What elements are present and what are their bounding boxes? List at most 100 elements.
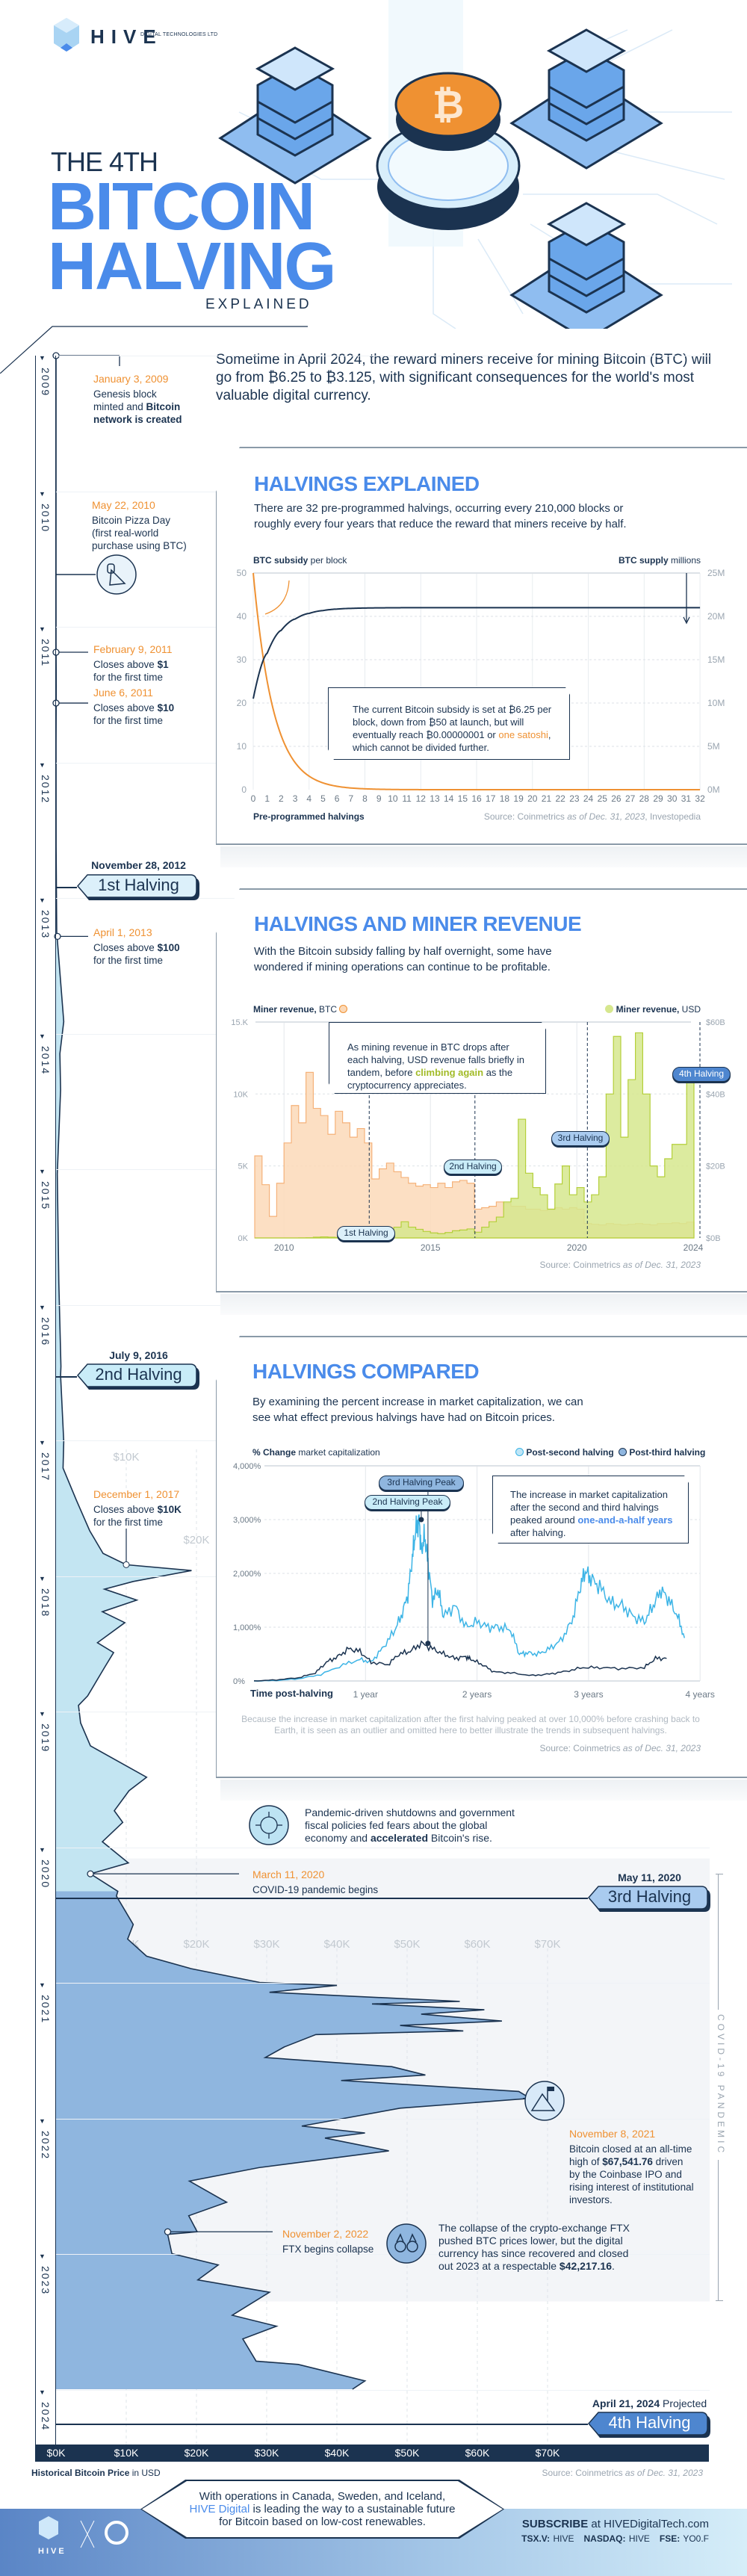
x-axis-label: Pre-programmed halvings bbox=[253, 811, 365, 822]
year-label: 2009 bbox=[40, 368, 52, 397]
year-marker-icon: ▼ bbox=[39, 1981, 46, 1989]
y-tick-label: 0 bbox=[241, 784, 247, 795]
binoculars-icon bbox=[386, 2223, 427, 2264]
price-source: Source: Coinmetrics as of Dec. 31, 2023 bbox=[542, 2468, 703, 2478]
year-marker-icon: ▼ bbox=[39, 1845, 46, 1854]
card-title: HALVINGS AND MINER REVENUE bbox=[254, 912, 582, 935]
price-area-pre-third-halving bbox=[56, 356, 192, 1896]
svg-text:₿: ₿ bbox=[433, 84, 464, 127]
x-tick-label: 17 bbox=[486, 793, 496, 804]
subsidy-line bbox=[252, 572, 701, 790]
event-ftx: November 2, 2022 FTX begins collapse bbox=[282, 2228, 374, 2255]
x-tick-label: 15 bbox=[458, 793, 468, 804]
year-label: 2012 bbox=[40, 774, 52, 804]
svg-text:HIVE: HIVE bbox=[38, 2547, 66, 2556]
year-divider bbox=[56, 2254, 710, 2255]
price-tick-label: $50K bbox=[394, 1938, 420, 1951]
post-second-halving-line bbox=[253, 1514, 686, 1682]
header-divider bbox=[0, 326, 308, 374]
pizza-icon bbox=[56, 554, 137, 595]
x-tick-label: 14 bbox=[444, 793, 454, 804]
footer-line-2: is leading the way to a sustainable futu… bbox=[249, 2503, 456, 2515]
halving-marker-label: 3rd Halving bbox=[551, 1131, 610, 1146]
subscribe-link[interactable]: SUBSCRIBE at HIVEDigitalTech.com bbox=[521, 2518, 709, 2530]
year-marker-icon: ▼ bbox=[39, 625, 46, 633]
halvings-compared-card bbox=[216, 1336, 747, 1778]
x-tick-label: 2 bbox=[279, 793, 284, 804]
x-tick-label: 25 bbox=[598, 793, 608, 804]
x-tick-label: 10 bbox=[388, 793, 398, 804]
event-connector-dot bbox=[52, 648, 60, 656]
y2-tick-label: 15M bbox=[707, 654, 725, 665]
subsidy-callout: The current Bitcoin subsidy is set at ₿6… bbox=[328, 687, 570, 760]
subsidy-pointer-arrow-icon bbox=[264, 580, 290, 615]
hive-logo-icon bbox=[39, 2516, 58, 2539]
x-tick-label: 2020 bbox=[567, 1242, 587, 1253]
footer-line-1: With operations in Canada, Sweden, and I… bbox=[199, 2490, 446, 2503]
price-axis-tick: $20K bbox=[184, 2447, 209, 2459]
card-title: HALVINGS COMPARED bbox=[252, 1360, 480, 1383]
price-tick-label: $70K bbox=[534, 1938, 560, 1951]
x-tick-label: 2015 bbox=[421, 1242, 441, 1253]
y-tick-label: 50 bbox=[237, 568, 247, 578]
x-tick-label: 3 years bbox=[574, 1689, 603, 1700]
year-label: 2014 bbox=[40, 1045, 52, 1075]
year-divider bbox=[56, 1983, 710, 1984]
event-covid: March 11, 2020 COVID-19 pandemic begins bbox=[252, 1868, 379, 1895]
server-stack-icon bbox=[218, 46, 372, 185]
price-axis-tick: $60K bbox=[465, 2447, 490, 2459]
x-tick-label: 8 bbox=[362, 793, 368, 804]
legend-post-third: Post-third halving bbox=[619, 1447, 705, 1458]
x-tick-label: 13 bbox=[430, 793, 440, 804]
halvings-explained-card bbox=[216, 447, 747, 845]
year-label: 2023 bbox=[40, 2266, 52, 2296]
x-tick-label: 19 bbox=[513, 793, 524, 804]
halving-marker-label: 2nd Halving bbox=[444, 1159, 502, 1174]
year-marker-icon: ▼ bbox=[39, 897, 46, 904]
year-label: 2022 bbox=[40, 2130, 52, 2160]
price-axis-tick: $0K bbox=[46, 2447, 66, 2459]
y-tick-label: 0% bbox=[233, 1677, 245, 1686]
legend-usd: Miner revenue, USD bbox=[553, 1004, 701, 1015]
halving-badge: 1st Halving bbox=[77, 874, 200, 900]
event-all-time-high: November 8, 2021 Bitcoin closed at an all… bbox=[569, 2128, 694, 2205]
halving-connector bbox=[56, 2424, 588, 2425]
price-tick-label: $40K bbox=[323, 1938, 350, 1951]
x-tick-label: 12 bbox=[416, 793, 427, 804]
year-label: 2010 bbox=[40, 503, 52, 533]
price-tick-label: $20K bbox=[183, 1534, 209, 1546]
price-axis-label: Historical Bitcoin Price in USD bbox=[31, 2468, 161, 2478]
price-tick-label: $10K bbox=[113, 1451, 139, 1464]
price-axis-tick: $30K bbox=[254, 2447, 279, 2459]
x-tick-label: 5 bbox=[320, 793, 326, 804]
third-halving-peak-label: 3rd Halving Peak bbox=[379, 1476, 464, 1490]
x-tick-label: 27 bbox=[625, 793, 636, 804]
x-tick-label: 21 bbox=[542, 793, 552, 804]
year-marker-icon: ▼ bbox=[39, 354, 46, 362]
y-tick-label: 10 bbox=[237, 741, 247, 752]
legend-post-second: Post-second halving bbox=[515, 1447, 614, 1458]
price-tick-label: $30K bbox=[253, 1938, 279, 1951]
event-one-dollar: February 9, 2011 Closes above $1 for the … bbox=[93, 643, 173, 683]
chart-source: Source: Coinmetrics as of Dec. 31, 2023 bbox=[539, 1743, 701, 1753]
year-label: 2011 bbox=[40, 639, 52, 668]
halving-connector bbox=[56, 1898, 588, 1899]
mining-illustration: ₿ bbox=[218, 0, 732, 329]
card-title: HALVINGS EXPLAINED bbox=[254, 472, 480, 495]
ftx-connector-dot bbox=[164, 2228, 172, 2235]
y-tick-label: 20 bbox=[237, 698, 247, 708]
card-shadow bbox=[220, 846, 747, 867]
y-tick-label: 2,000% bbox=[233, 1570, 261, 1579]
x-tick-label: 24 bbox=[583, 793, 594, 804]
halving-marker-label: 1st Halving bbox=[337, 1226, 395, 1241]
legend-btc: Miner revenue, BTC bbox=[253, 1004, 348, 1015]
price-axis-bar bbox=[35, 2445, 709, 2462]
price-axis-tick: $40K bbox=[324, 2447, 350, 2459]
logo-text: HIVE bbox=[90, 25, 163, 48]
x-tick-label: 16 bbox=[471, 793, 482, 804]
event-connector-dot bbox=[52, 699, 60, 707]
title-line-2: BITCOIN bbox=[48, 170, 315, 244]
y2-tick-label: $60B bbox=[706, 1018, 725, 1027]
